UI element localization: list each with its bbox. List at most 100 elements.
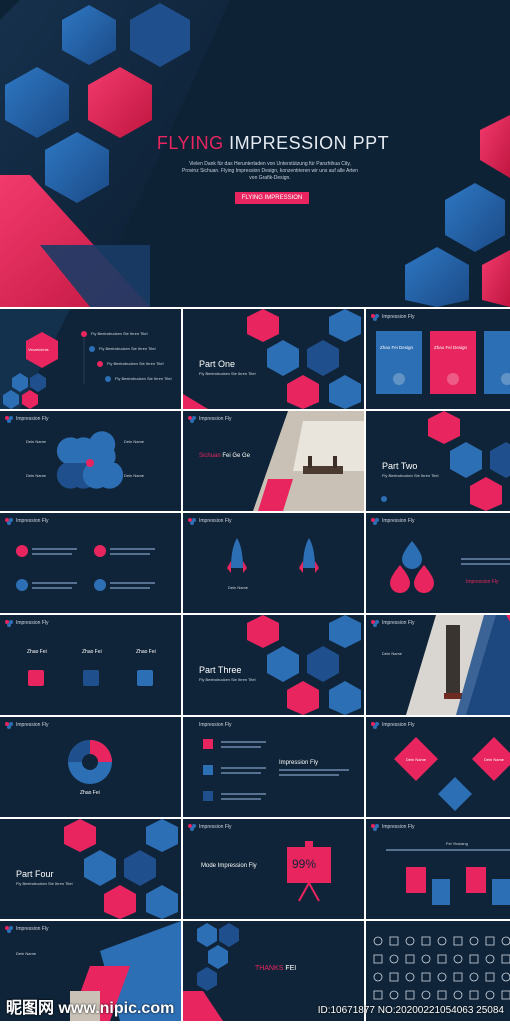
part-four-subtitle: Fly Beeindrucken Sie Ihren Titel <box>16 881 73 886</box>
cover-title: FLYING IMPRESSION PPT <box>0 133 510 154</box>
toc-item-4: Fly Beeindrucken Sie Ihren Titel <box>115 376 172 381</box>
toc-badge: Verzeichnis <box>28 347 49 352</box>
clover-header: Impression Fly <box>16 416 49 422</box>
bars-header: Impression Fly <box>382 824 415 830</box>
slide-photo-end[interactable]: Impression Fly Dein Name <box>0 921 181 1021</box>
shutter-decoration <box>5 722 112 784</box>
toc-item-1: Fly Beeindrucken Sie Ihren Titel <box>91 331 148 336</box>
drops-header: Impression Fly <box>382 518 415 524</box>
part-one-title: Part One <box>199 359 236 369</box>
three-cols-name-2: Zhao Fei <box>82 649 102 655</box>
cover-description-line1: Vielen Dank für das Herunterladen von Un… <box>189 161 351 167</box>
slide-thanks[interactable]: THANKS FEI <box>183 921 364 1021</box>
photo-end-label: Dein Name <box>16 951 37 956</box>
slide-icon-set[interactable] <box>366 921 510 1021</box>
three-cols-decoration <box>5 620 153 686</box>
list-icons-header: Impression Fly <box>199 722 232 728</box>
slide-part-two[interactable]: Part Two Fly Beeindrucken Sie Ihren Tite… <box>366 411 510 511</box>
clover-label-3: Dein Name <box>26 473 47 478</box>
icon-set-grid <box>373 936 510 1000</box>
cover-description-line3: von Grafik-Design. <box>249 175 291 181</box>
office-photo <box>188 411 364 511</box>
toc-item-3: Fly Beeindrucken Sie Ihren Titel <box>107 361 164 366</box>
cover-description: Vielen Dank für das Herunterladen von Un… <box>170 161 370 182</box>
drops-decoration <box>371 518 510 593</box>
slide-list-icons[interactable]: Impression Fly Impression Fly <box>183 717 364 817</box>
rockets-label: Dein Name <box>228 585 249 590</box>
part-two-decoration <box>381 411 510 511</box>
part-one-subtitle: Fly Beeindrucken Sie Ihren Titel <box>199 371 256 376</box>
diamonds-header: Impression Fly <box>382 722 415 728</box>
three-cols-name-3: Zhao Fei <box>136 649 156 655</box>
slide-drops[interactable]: Impression Fly Impression Fly <box>366 513 510 613</box>
card-2-label: Zhao Fei Design <box>434 345 468 350</box>
slide-shutter[interactable]: Impression Fly Zhao Fei <box>0 717 181 817</box>
slide-part-four[interactable]: Part Four Fly Beeindrucken Sie Ihren Tit… <box>0 819 181 919</box>
slide-bars[interactable]: Impression Fly Fei Yixuiang <box>366 819 510 919</box>
thanks-rest: FEI <box>283 965 297 972</box>
thanks-accent: THANKS <box>255 965 284 972</box>
percent-header: Impression Fly <box>199 824 232 830</box>
slide-cards[interactable]: Impression Fly Zhao Fei Design Zhao Fei … <box>366 309 510 409</box>
photo-end-header: Impression Fly <box>16 926 49 932</box>
part-two-subtitle: Fly Beeindrucken Sie Ihren Titel <box>382 473 439 478</box>
drops-accent: Impression Fly <box>466 579 499 585</box>
photo-man-header: Impression Fly <box>382 620 415 626</box>
clover-label-1: Dein Name <box>26 439 47 444</box>
part-four-title: Part Four <box>16 869 54 879</box>
photo-man-label: Dein Name <box>382 651 403 656</box>
photo-end-decoration <box>5 921 181 1021</box>
cover-decoration <box>0 0 510 307</box>
watermark-id: ID:10671877 NO:20200221054063 25084 <box>317 1005 504 1016</box>
part-three-title: Part Three <box>199 665 242 675</box>
diamonds-label-1: Dein Name <box>406 757 427 762</box>
part-three-decoration <box>247 615 361 715</box>
shutter-label: Zhao Fei <box>80 790 100 796</box>
three-cols-header: Impression Fly <box>16 620 49 626</box>
cover-title-rest: IMPRESSION PPT <box>223 133 390 153</box>
slide-rockets[interactable]: Impression Fly Dein Name <box>183 513 364 613</box>
percent-decoration <box>188 824 331 902</box>
slide-diamonds[interactable]: Impression Fly Dein Name Dein Name <box>366 717 510 817</box>
cover-title-accent: FLYING <box>156 133 224 153</box>
slide-part-three[interactable]: Part Three Fly Beeindrucken Sie Ihren Ti… <box>183 615 364 715</box>
part-three-subtitle: Fly Beeindrucken Sie Ihren Titel <box>199 677 256 682</box>
three-cols-name-1: Zhao Fei <box>27 649 47 655</box>
cards-decoration <box>371 314 510 394</box>
office-header: Impression Fly <box>199 416 232 422</box>
slide-icons-list[interactable]: Impression Fly <box>0 513 181 613</box>
diamonds-decoration <box>371 722 510 811</box>
icons-list-decoration <box>5 518 155 591</box>
slide-photo-man[interactable]: Impression Fly Dein Name <box>366 615 510 715</box>
part-one-decoration <box>183 309 361 409</box>
slide-percent[interactable]: Impression Fly Mode Impression Fly 99% <box>183 819 364 919</box>
cover-description-line2: Provinz Sichuan. Flying Impression Desig… <box>182 168 358 174</box>
thanks-title: THANKS FEI <box>255 965 296 972</box>
list-icons-decoration <box>203 739 349 801</box>
toc-decoration <box>0 309 111 409</box>
percent-value: 99% <box>292 857 317 871</box>
slide-toc[interactable]: Verzeichnis Fly Beeindrucken Sie Ihren T… <box>0 309 181 409</box>
toc-item-2: Fly Beeindrucken Sie Ihren Titel <box>99 346 156 351</box>
thanks-decoration <box>183 923 239 1021</box>
card-1-label: Zhao Fei Design <box>380 345 414 350</box>
photo-man-image <box>371 615 510 715</box>
clover-decoration <box>5 416 124 489</box>
slide-clover[interactable]: Impression Fly Dein Name Dein Name Dein … <box>0 411 181 511</box>
office-title-accent: Sichuan <box>199 453 221 459</box>
clover-label-2: Dein Name <box>124 439 145 444</box>
cover-slide: FLYING IMPRESSION PPT Vielen Dank für da… <box>0 0 510 307</box>
slide-part-one[interactable]: Part One Fly Beeindrucken Sie Ihren Tite… <box>183 309 364 409</box>
slide-three-cols[interactable]: Impression Fly Zhao Fei Zhao Fei Zhao Fe… <box>0 615 181 715</box>
office-title: Sichuan Fei Ge Ge <box>199 453 250 459</box>
cover-button[interactable]: FLYING IMPRESSION <box>235 192 309 204</box>
part-four-decoration <box>64 819 178 919</box>
clover-label-4: Dein Name <box>124 473 145 478</box>
watermark-site: 昵图网 www.nipic.com <box>6 1000 175 1017</box>
cards-header: Impression Fly <box>382 314 415 320</box>
icons-list-header: Impression Fly <box>16 518 49 524</box>
slide-office[interactable]: Impression Fly Sichuan Fei Ge Ge <box>183 411 364 511</box>
slide-grid: Verzeichnis Fly Beeindrucken Sie Ihren T… <box>0 309 510 1024</box>
office-title-rest: Fei Ge Ge <box>220 453 251 459</box>
watermark-bar: 昵图网 www.nipic.com ID:10671877 NO:2020022… <box>0 992 510 1024</box>
